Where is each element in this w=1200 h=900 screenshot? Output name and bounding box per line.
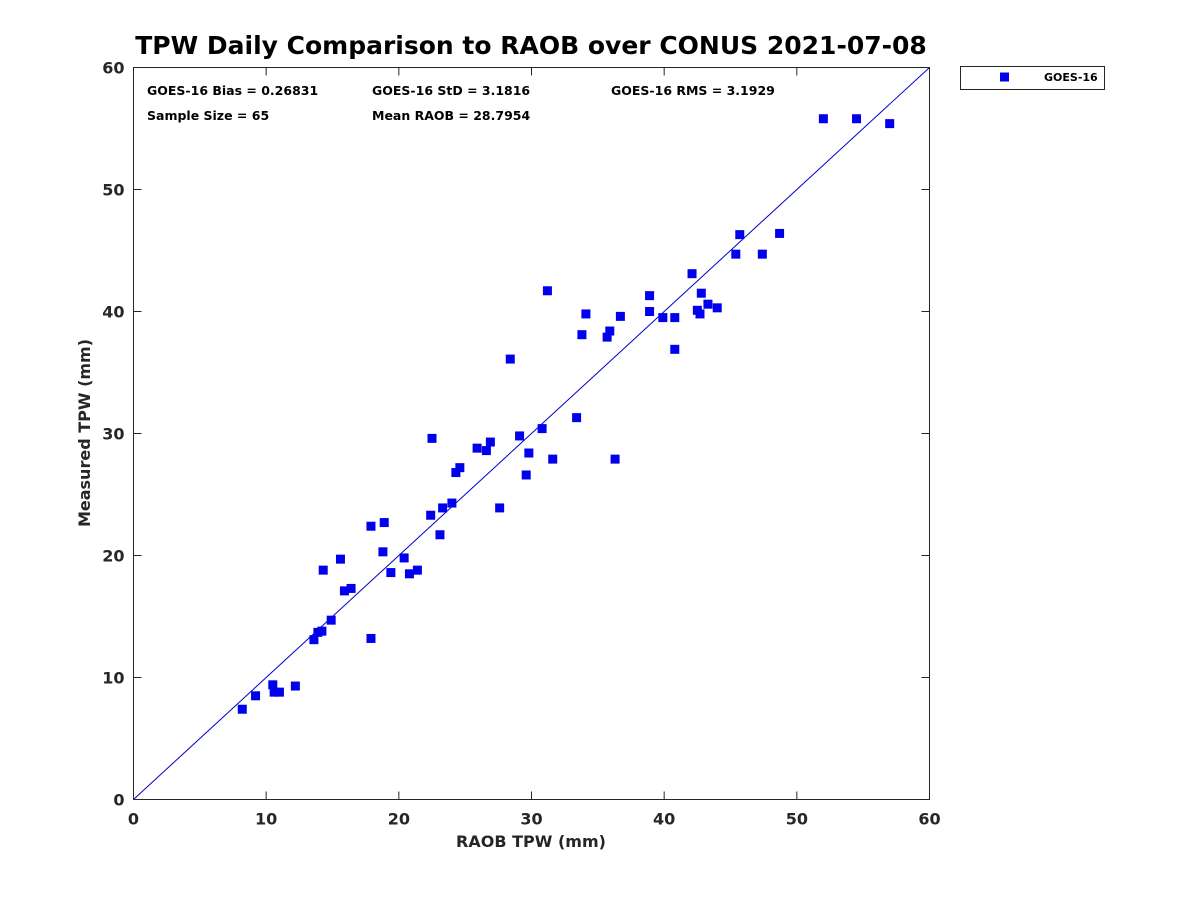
data-point (451, 468, 461, 478)
data-point (885, 119, 895, 129)
data-point (399, 553, 409, 563)
y-axis-label: Measured TPW (mm) (75, 339, 94, 527)
data-point (379, 518, 389, 528)
y-tick-label: 40 (102, 303, 124, 322)
data-point (366, 633, 376, 643)
data-point (610, 454, 620, 464)
data-point (472, 443, 482, 453)
x-tick-label: 40 (653, 810, 675, 829)
x-tick-label: 0 (128, 810, 139, 829)
data-point (658, 313, 668, 323)
data-point (605, 326, 615, 336)
data-point (455, 463, 465, 473)
data-point (309, 635, 319, 645)
one-to-one-line (133, 67, 930, 800)
data-point (386, 568, 396, 578)
data-point (712, 303, 722, 313)
y-tick-label: 0 (113, 791, 124, 810)
data-point (426, 510, 436, 520)
data-point (485, 437, 495, 447)
data-point (404, 569, 414, 579)
data-point (495, 503, 505, 513)
data-points (237, 114, 895, 714)
data-point (435, 530, 445, 540)
data-point (251, 691, 261, 701)
data-point (548, 454, 558, 464)
stat-rms: GOES-16 RMS = 3.1929 (611, 83, 775, 98)
data-point (670, 344, 680, 354)
legend: GOES-16 (960, 66, 1105, 90)
data-point (427, 433, 437, 443)
stat-sample-size: Sample Size = 65 (147, 108, 269, 123)
data-point (515, 431, 525, 441)
stat-bias: GOES-16 Bias = 0.26831 (147, 83, 318, 98)
data-point (577, 330, 587, 340)
reference-line-layer (133, 67, 930, 800)
y-tick-label: 30 (102, 425, 124, 444)
data-point (645, 291, 655, 301)
data-point (757, 249, 767, 259)
data-point (318, 565, 328, 575)
data-point (366, 521, 376, 531)
data-point (696, 288, 706, 298)
data-point (572, 413, 582, 423)
data-point (412, 565, 422, 575)
data-point (670, 313, 680, 323)
data-point (505, 354, 515, 364)
data-point (346, 583, 356, 593)
stat-std: GOES-16 StD = 3.1816 (372, 83, 530, 98)
data-point (645, 307, 655, 316)
chart-title: TPW Daily Comparison to RAOB over CONUS … (135, 31, 927, 60)
legend-label-goes16: GOES-16 (1044, 71, 1098, 84)
data-point (615, 311, 625, 321)
data-point (818, 114, 828, 124)
x-axis-label: RAOB TPW (mm) (456, 832, 606, 851)
data-point (237, 704, 247, 714)
data-point (602, 332, 612, 342)
x-tick-label: 10 (255, 810, 277, 829)
data-point (695, 309, 705, 319)
axis-ticks: 0 10 20 30 40 50 60 0 10 20 30 40 50 60 (102, 59, 940, 829)
stats-annotations: GOES-16 Bias = 0.26831 GOES-16 StD = 3.1… (147, 83, 775, 123)
data-point (290, 681, 300, 691)
data-point (852, 114, 862, 124)
data-point (542, 286, 552, 296)
data-point (735, 230, 745, 240)
y-tick-label: 50 (102, 181, 124, 200)
stat-mean-raob: Mean RAOB = 28.7954 (372, 108, 530, 123)
legend-box (960, 66, 1105, 90)
data-point (581, 309, 591, 319)
data-point (731, 249, 741, 259)
data-point (524, 448, 534, 458)
data-point (378, 547, 388, 557)
data-point (317, 626, 327, 636)
data-point (447, 498, 457, 508)
y-tick-label: 10 (102, 669, 124, 688)
data-point (687, 269, 697, 279)
x-tick-label: 20 (388, 810, 410, 829)
data-point (326, 615, 336, 625)
legend-marker-goes16 (1000, 72, 1009, 82)
data-point (269, 687, 279, 697)
data-point (339, 586, 349, 596)
data-point (335, 554, 345, 564)
data-point (268, 680, 278, 690)
y-tick-label: 20 (102, 547, 124, 566)
data-point (521, 470, 531, 480)
x-tick-label: 50 (786, 810, 808, 829)
data-point (438, 503, 448, 513)
data-point (703, 299, 713, 309)
x-tick-label: 60 (918, 810, 940, 829)
x-tick-label: 30 (520, 810, 542, 829)
data-point (274, 687, 284, 697)
data-point (775, 228, 785, 238)
data-point (481, 446, 491, 456)
y-tick-label: 60 (102, 59, 124, 78)
data-point (537, 424, 547, 434)
